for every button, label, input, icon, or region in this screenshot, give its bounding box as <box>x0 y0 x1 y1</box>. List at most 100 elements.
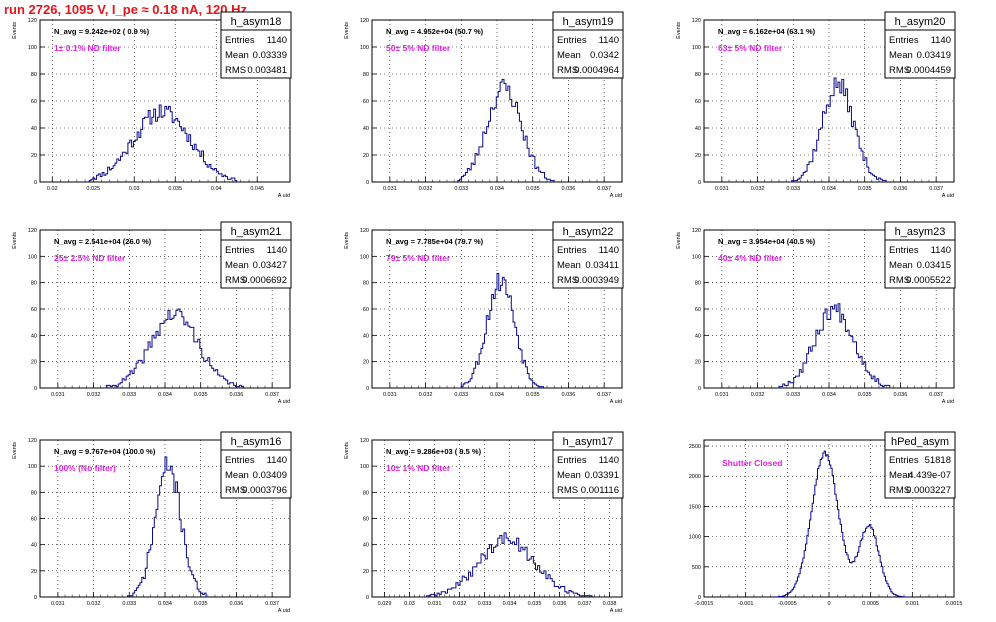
stats-box <box>884 449 956 499</box>
y-tick-label: 80 <box>363 72 369 78</box>
stat-value-rms: 0.001116 <box>581 485 619 496</box>
x-axis-title: A uid <box>278 608 290 614</box>
histogram-line <box>789 77 887 183</box>
navg-label: N_avg = 9.767e+04 (100.0 %) <box>54 447 156 456</box>
stat-value-entries: 1140 <box>931 245 951 256</box>
y-axis-title: Events <box>12 442 18 459</box>
navg-label: N_avg = 7.785e+04 (79.7 %) <box>386 237 484 246</box>
y-tick-label: 2500 <box>689 444 701 450</box>
x-tick-label: -0.0005 <box>778 601 797 607</box>
stat-label-mean: Mean <box>889 50 913 61</box>
y-axis-title: Events <box>676 22 682 39</box>
x-tick-label: 0.035 <box>526 392 540 398</box>
stat-label-entries: Entries <box>225 35 255 46</box>
stats-box <box>220 29 292 79</box>
stat-value-rms: 0.0005522 <box>906 275 951 286</box>
stat-label-rms: RMS <box>557 65 578 76</box>
y-tick-label: 500 <box>692 565 701 571</box>
stat-label-mean: Mean <box>557 50 581 61</box>
stat-label-entries: Entries <box>889 35 919 46</box>
filter-label: 50± 5% ND filter <box>386 43 451 53</box>
x-tick-label: 0.036 <box>894 186 908 192</box>
histogram-line <box>457 272 544 389</box>
x-tick-label: 0.033 <box>786 186 800 192</box>
stat-value-mean: 0.03415 <box>917 260 951 271</box>
histogram-panel-h_asym21: 0.031 0.032 0.033 0.034 0.035 0.036 0.037 0 20 40… <box>12 221 292 405</box>
x-tick-label: 0.037 <box>929 392 943 398</box>
x-tick-label: 0.045 <box>250 186 264 192</box>
stat-value-entries: 1140 <box>267 35 287 46</box>
histogram-panel-h_asym20: 0.031 0.032 0.033 0.034 0.035 0.036 0.037 0 20 40… <box>676 11 956 199</box>
y-tick-label: 0 <box>34 386 37 392</box>
y-tick-label: 0 <box>698 180 701 186</box>
y-tick-label: 100 <box>360 254 369 260</box>
filter-label: 1± 0.1% ND filter <box>54 43 121 53</box>
x-tick-label: 0.036 <box>562 186 576 192</box>
x-tick-label: 0.036 <box>562 392 576 398</box>
x-tick-label: 0.032 <box>453 601 467 607</box>
x-tick-label: 0.035 <box>194 392 208 398</box>
y-tick-label: 40 <box>363 543 369 549</box>
y-tick-label: 20 <box>31 360 37 366</box>
stat-value-mean: 0.03427 <box>253 260 287 271</box>
y-tick-label: 1000 <box>689 535 701 541</box>
y-tick-label: 0 <box>34 180 37 186</box>
x-tick-label: 0.031 <box>51 601 65 607</box>
y-tick-label: 120 <box>360 18 369 24</box>
x-tick-label: 0.032 <box>87 392 101 398</box>
stat-value-mean: 0.03391 <box>585 470 619 481</box>
stat-value-rms: 0.0004964 <box>574 65 619 76</box>
y-tick-label: 0 <box>366 180 369 186</box>
histogram-panel-h_asym22: 0.031 0.032 0.033 0.034 0.035 0.036 0.037 0 20 40… <box>344 221 624 405</box>
y-tick-label: 120 <box>692 228 701 234</box>
x-tick-label: 0.03 <box>129 186 140 192</box>
x-axis-title: A uid <box>610 399 622 405</box>
x-tick-label: 0.035 <box>194 601 208 607</box>
histogram-panel-h_asym19: 0.031 0.032 0.033 0.034 0.035 0.036 0.037 0 20 40… <box>344 11 624 199</box>
y-tick-label: 80 <box>363 281 369 287</box>
page-title: run 2726, 1095 V, I_pe ≈ 0.18 nA, 120 Hz <box>4 2 247 17</box>
x-tick-label: -0.001 <box>738 601 754 607</box>
x-tick-label: 0.029 <box>378 601 392 607</box>
x-tick-label: 0.025 <box>86 186 100 192</box>
histogram-panel-h_asym16: 0.031 0.032 0.033 0.034 0.035 0.036 0.037 0 20 40… <box>12 431 292 614</box>
y-tick-label: 40 <box>31 333 37 339</box>
filter-label: 40± 4% ND filter <box>718 253 783 263</box>
x-tick-label: 0.02 <box>47 186 58 192</box>
x-axis-title: A uid <box>942 399 954 405</box>
y-tick-label: 0 <box>366 386 369 392</box>
x-tick-label: 0.032 <box>419 392 433 398</box>
y-tick-label: 20 <box>31 569 37 575</box>
stat-label-entries: Entries <box>557 455 587 466</box>
histogram-panel-h_asym23: 0.031 0.032 0.033 0.034 0.035 0.036 0.037 0 20 40… <box>676 221 956 405</box>
x-tick-label: 0 <box>827 601 830 607</box>
stats-box <box>220 239 292 289</box>
stat-label-entries: Entries <box>557 245 587 256</box>
x-axis-title: A uid <box>942 193 954 199</box>
x-tick-label: 0.037 <box>265 601 279 607</box>
stats-box <box>884 239 956 289</box>
y-tick-label: 80 <box>31 281 37 287</box>
stat-value-rms: 0.0003796 <box>242 485 287 496</box>
y-axis-title: Events <box>12 232 18 249</box>
x-tick-label: -0.0015 <box>695 601 714 607</box>
x-tick-label: 0.038 <box>603 601 617 607</box>
y-tick-label: 100 <box>360 45 369 51</box>
stat-label-mean: Mean <box>557 260 581 271</box>
histogram-panel-h_asym18: 0.02 0.025 0.03 0.035 0.04 0.045 0 20 40 60 80 100 1… <box>12 11 292 199</box>
x-tick-label: 0.032 <box>751 186 765 192</box>
filter-label: 10± 1% ND filter <box>386 463 451 473</box>
stat-label-rms: RMS <box>225 275 246 286</box>
stat-label-rms: RMS <box>225 65 246 76</box>
navg-label: N_avg = 9.286e+03 ( 9.5 %) <box>386 447 482 456</box>
navg-label: N_avg = 2.541e+04 (26.0 %) <box>54 237 152 246</box>
stat-value-entries: 1140 <box>599 245 619 256</box>
stat-value-entries: 1140 <box>267 245 287 256</box>
y-tick-label: 40 <box>363 126 369 132</box>
stat-label-rms: RMS <box>557 485 578 496</box>
x-tick-label: 0.034 <box>822 186 836 192</box>
y-tick-label: 0 <box>34 595 37 601</box>
x-tick-label: 0.033 <box>454 392 468 398</box>
navg-label: N_avg = 3.954e+04 (40.5 %) <box>718 237 816 246</box>
